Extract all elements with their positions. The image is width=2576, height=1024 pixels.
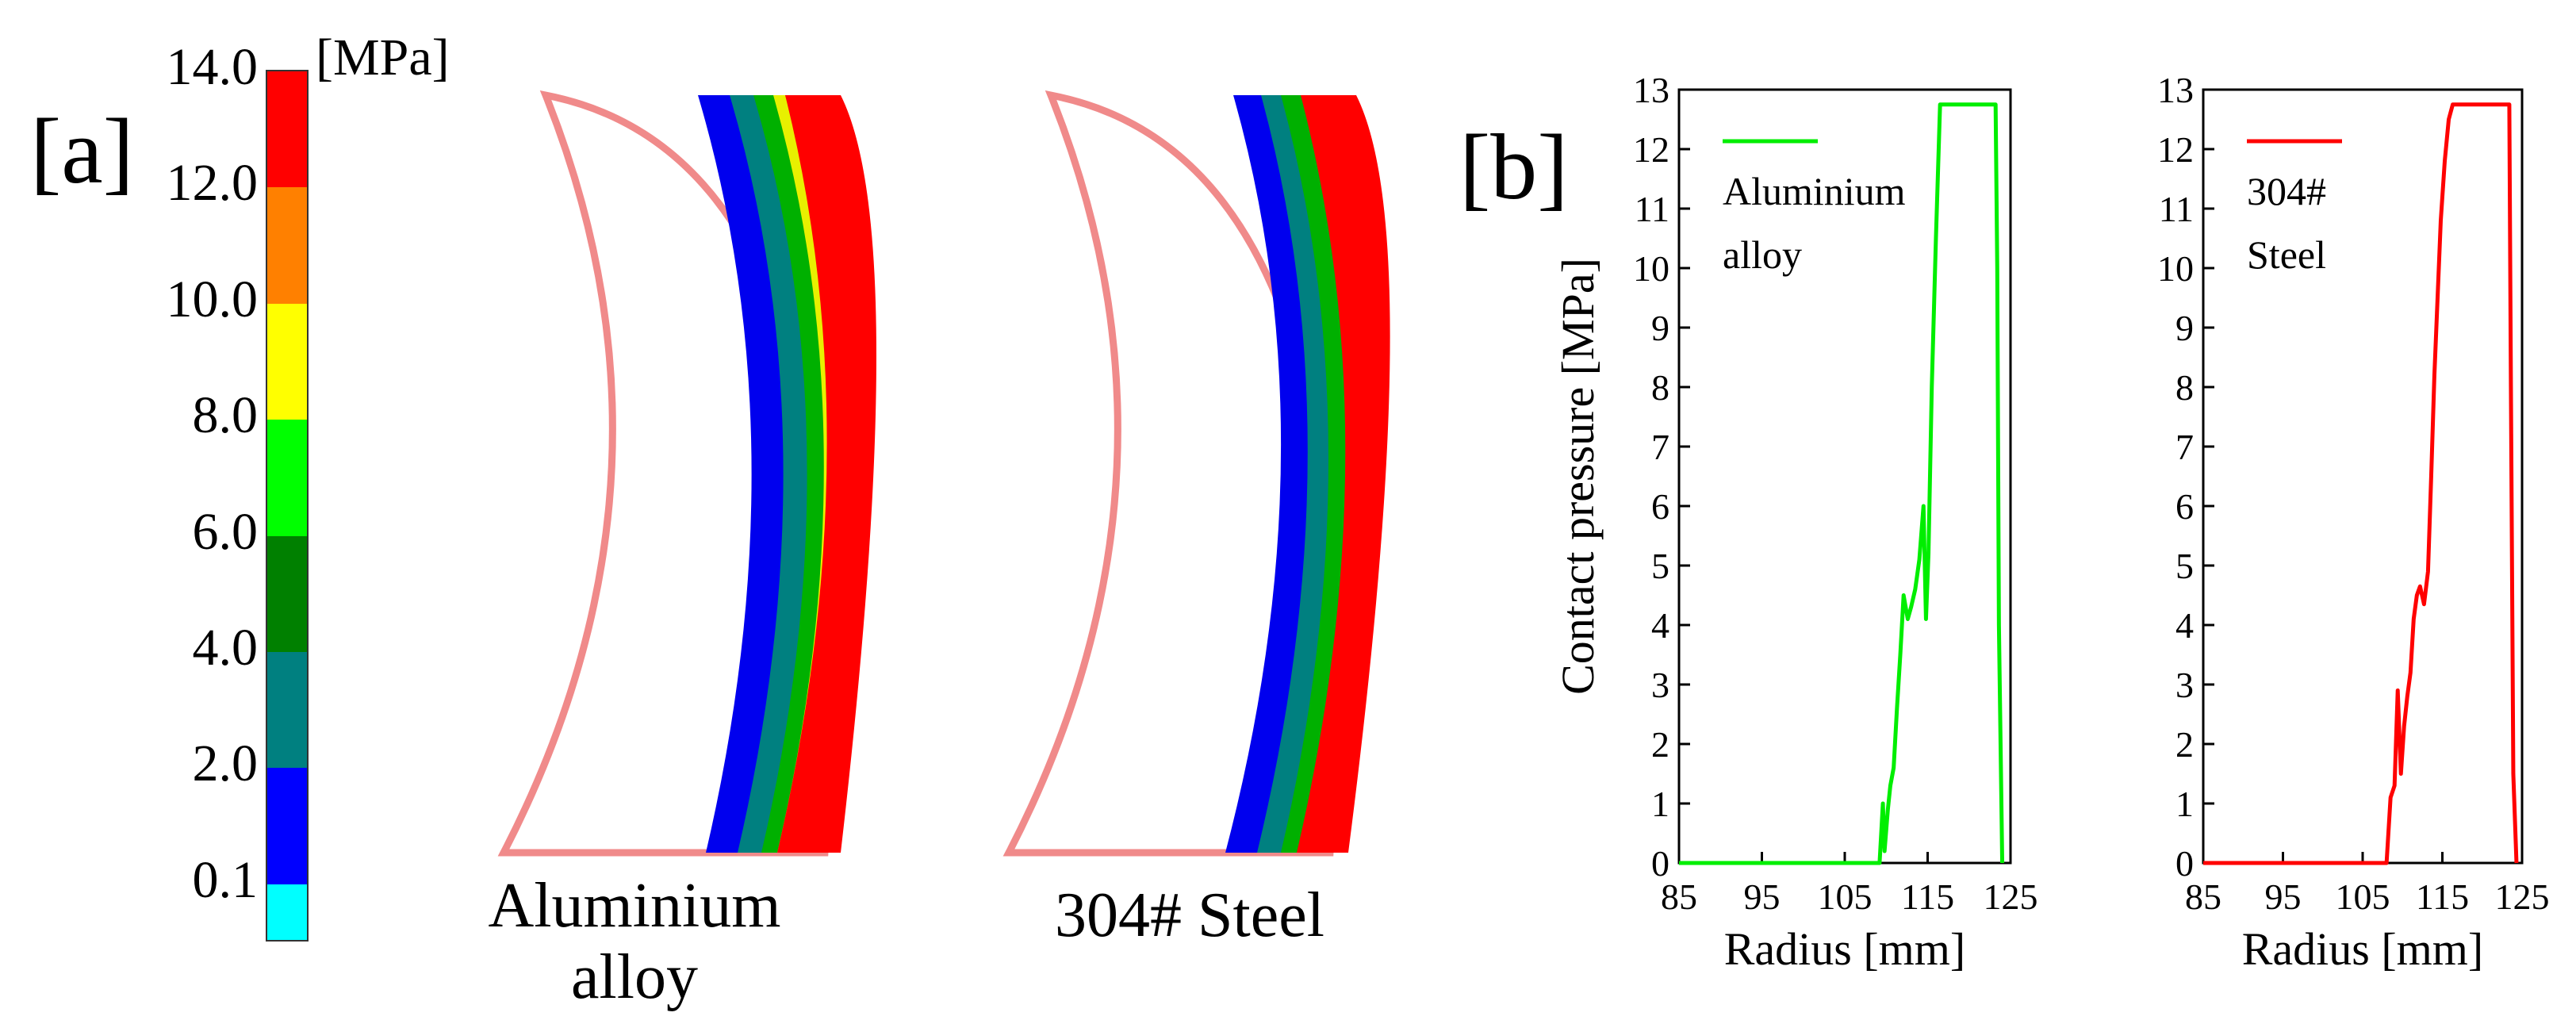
x-tick-label: 95 (1744, 876, 1781, 917)
legend-label: Aluminium (1723, 169, 1906, 213)
y-tick-label: 6 (2175, 486, 2194, 527)
colorbar-segment (267, 884, 307, 940)
colorbar (266, 70, 309, 942)
y-tick-label: 0 (1651, 843, 1669, 884)
x-tick-label: 105 (2336, 876, 2390, 917)
y-tick-label: 2 (1651, 724, 1669, 765)
y-tick-label: 12 (1633, 129, 1669, 170)
colorbar-segment (267, 187, 307, 304)
y-tick-label: 13 (1633, 70, 1669, 110)
colorbar-tick-label: 6.0 (192, 502, 259, 561)
aluminium-caption-line2: alloy (571, 942, 698, 1012)
colorbar-unit-label: [MPa] (316, 29, 450, 86)
steel-contour (1002, 90, 1390, 857)
legend-label: 304# (2247, 169, 2326, 213)
x-tick-label: 115 (1901, 876, 1954, 917)
colorbar-segment (267, 71, 307, 188)
x-tick-label: 105 (1818, 876, 1873, 917)
y-tick-label: 8 (2175, 367, 2194, 408)
colorbar-segment (267, 535, 307, 652)
x-tick-label: 115 (2416, 876, 2469, 917)
y-tick-label: 5 (2175, 546, 2194, 586)
x-axis-label: Radius [mm] (1724, 923, 1965, 975)
aluminium-caption-line1: Aluminium (488, 871, 781, 941)
y-tick-label: 2 (2175, 724, 2194, 765)
colorbar-tick-label: 8.0 (192, 386, 259, 445)
y-tick-label: 4 (1651, 605, 1669, 646)
colorbar-segment (267, 303, 307, 420)
y-tick-label: 3 (1651, 665, 1669, 705)
y-tick-label: 10 (2157, 248, 2194, 289)
y-tick-label: 7 (1651, 427, 1669, 467)
colorbar-segment (267, 651, 307, 769)
x-tick-label: 85 (1661, 876, 1697, 917)
colorbar-segment (267, 420, 307, 536)
y-tick-label: 11 (1635, 189, 1669, 229)
series-line (1679, 102, 2005, 865)
y-tick-label: 8 (1651, 367, 1669, 408)
y-tick-label: 13 (2157, 70, 2194, 110)
series-line (2203, 102, 2519, 865)
y-tick-label: 9 (2175, 308, 2194, 348)
colorbar-tick-label: 10.0 (166, 270, 259, 328)
legend-label: Steel (2247, 232, 2326, 277)
x-tick-label: 125 (1984, 876, 2038, 917)
y-tick-label: 11 (2159, 189, 2194, 229)
steel-caption: 304# Steel (1007, 880, 1372, 952)
aluminium-caption: Aluminium alloy (460, 871, 809, 1013)
y-tick-label: 3 (2175, 665, 2194, 705)
panel-a-label: [a] (30, 99, 134, 203)
y-tick-label: 9 (1651, 308, 1669, 348)
colorbar-tick-label: 0.1 (192, 850, 259, 909)
y-tick-label: 1 (1651, 784, 1669, 824)
y-axis-label: Contact pressure [MPa] (1552, 258, 1604, 695)
colorbar-tick-label: 4.0 (192, 618, 259, 677)
y-tick-label: 12 (2157, 129, 2194, 170)
y-tick-label: 7 (2175, 427, 2194, 467)
legend-label: alloy (1723, 232, 1802, 277)
y-tick-label: 4 (2175, 605, 2194, 646)
x-axis-label: Radius [mm] (2242, 923, 2483, 975)
colorbar-segment (267, 768, 307, 884)
y-tick-label: 10 (1633, 248, 1669, 289)
x-tick-label: 85 (2185, 876, 2221, 917)
steel-red-band (1297, 95, 1390, 853)
aluminium-red-band-inner (777, 95, 876, 853)
colorbar-tick-label: 12.0 (166, 154, 259, 213)
steel-caption-line1: 304# Steel (1055, 880, 1324, 950)
y-tick-label: 5 (1651, 546, 1669, 586)
panel-b-label: [b] (1459, 115, 1569, 219)
colorbar-tick-label: 2.0 (192, 734, 259, 793)
x-tick-label: 125 (2495, 876, 2550, 917)
colorbar-tick-label: 14.0 (166, 38, 259, 96)
y-tick-label: 1 (2175, 784, 2194, 824)
y-tick-label: 6 (1651, 486, 1669, 527)
aluminium-contour (497, 90, 876, 857)
y-tick-label: 0 (2175, 843, 2194, 884)
x-tick-label: 95 (2265, 876, 2302, 917)
